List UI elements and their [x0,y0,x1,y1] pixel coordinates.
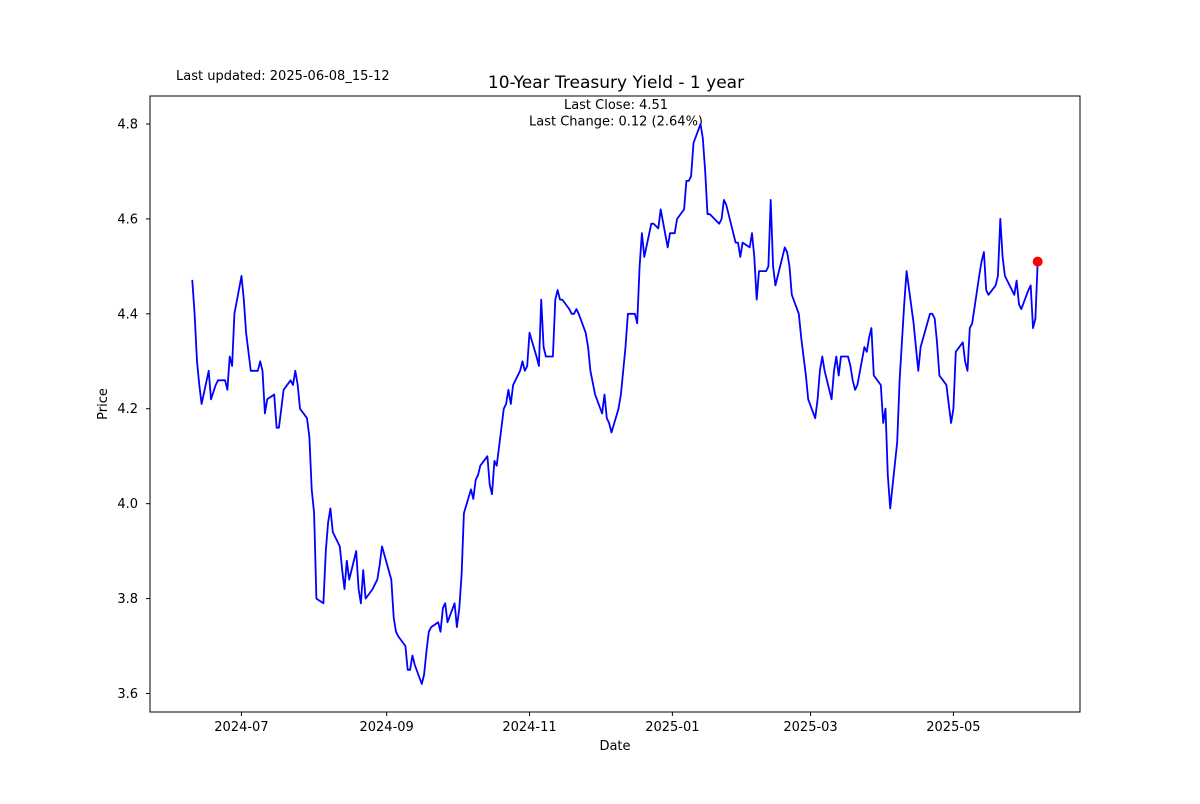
plot-area: 2024-07 2024-09 2024-11 2025-01 2025-03 2025-… [117,118,1043,735]
last-change-subtitle: Last Change: 0.12 (2.64%) [529,115,703,130]
y-tick-label: 4.6 [117,212,138,227]
axes-spines [149,95,1081,713]
x-tick-label: 2025-03 [783,720,837,735]
y-tick-label: 4.0 [117,497,138,512]
y-tick-label: 4.4 [117,307,138,322]
x-tick-label: 2025-01 [645,720,699,735]
y-tick-label: 3.8 [117,592,138,607]
last-close-subtitle: Last Close: 4.51 [564,98,668,113]
y-tick-label: 3.6 [117,687,138,702]
y-tick-label: 4.8 [117,118,138,133]
x-tick-label: 2025-05 [926,720,980,735]
x-axis-label: Date [599,739,630,754]
y-axis-label: Price [96,388,111,420]
x-tick-label: 2024-09 [359,720,413,735]
chart-title: 10-Year Treasury Yield - 1 year [488,73,744,93]
last-close-marker [1032,256,1043,267]
x-tick-label: 2024-11 [502,720,556,735]
y-tick-label: 4.2 [117,402,138,417]
x-tick-label: 2024-07 [214,720,268,735]
price-line-series [191,123,1039,685]
last-updated-text: Last updated: 2025-06-08_15-12 [176,69,390,84]
